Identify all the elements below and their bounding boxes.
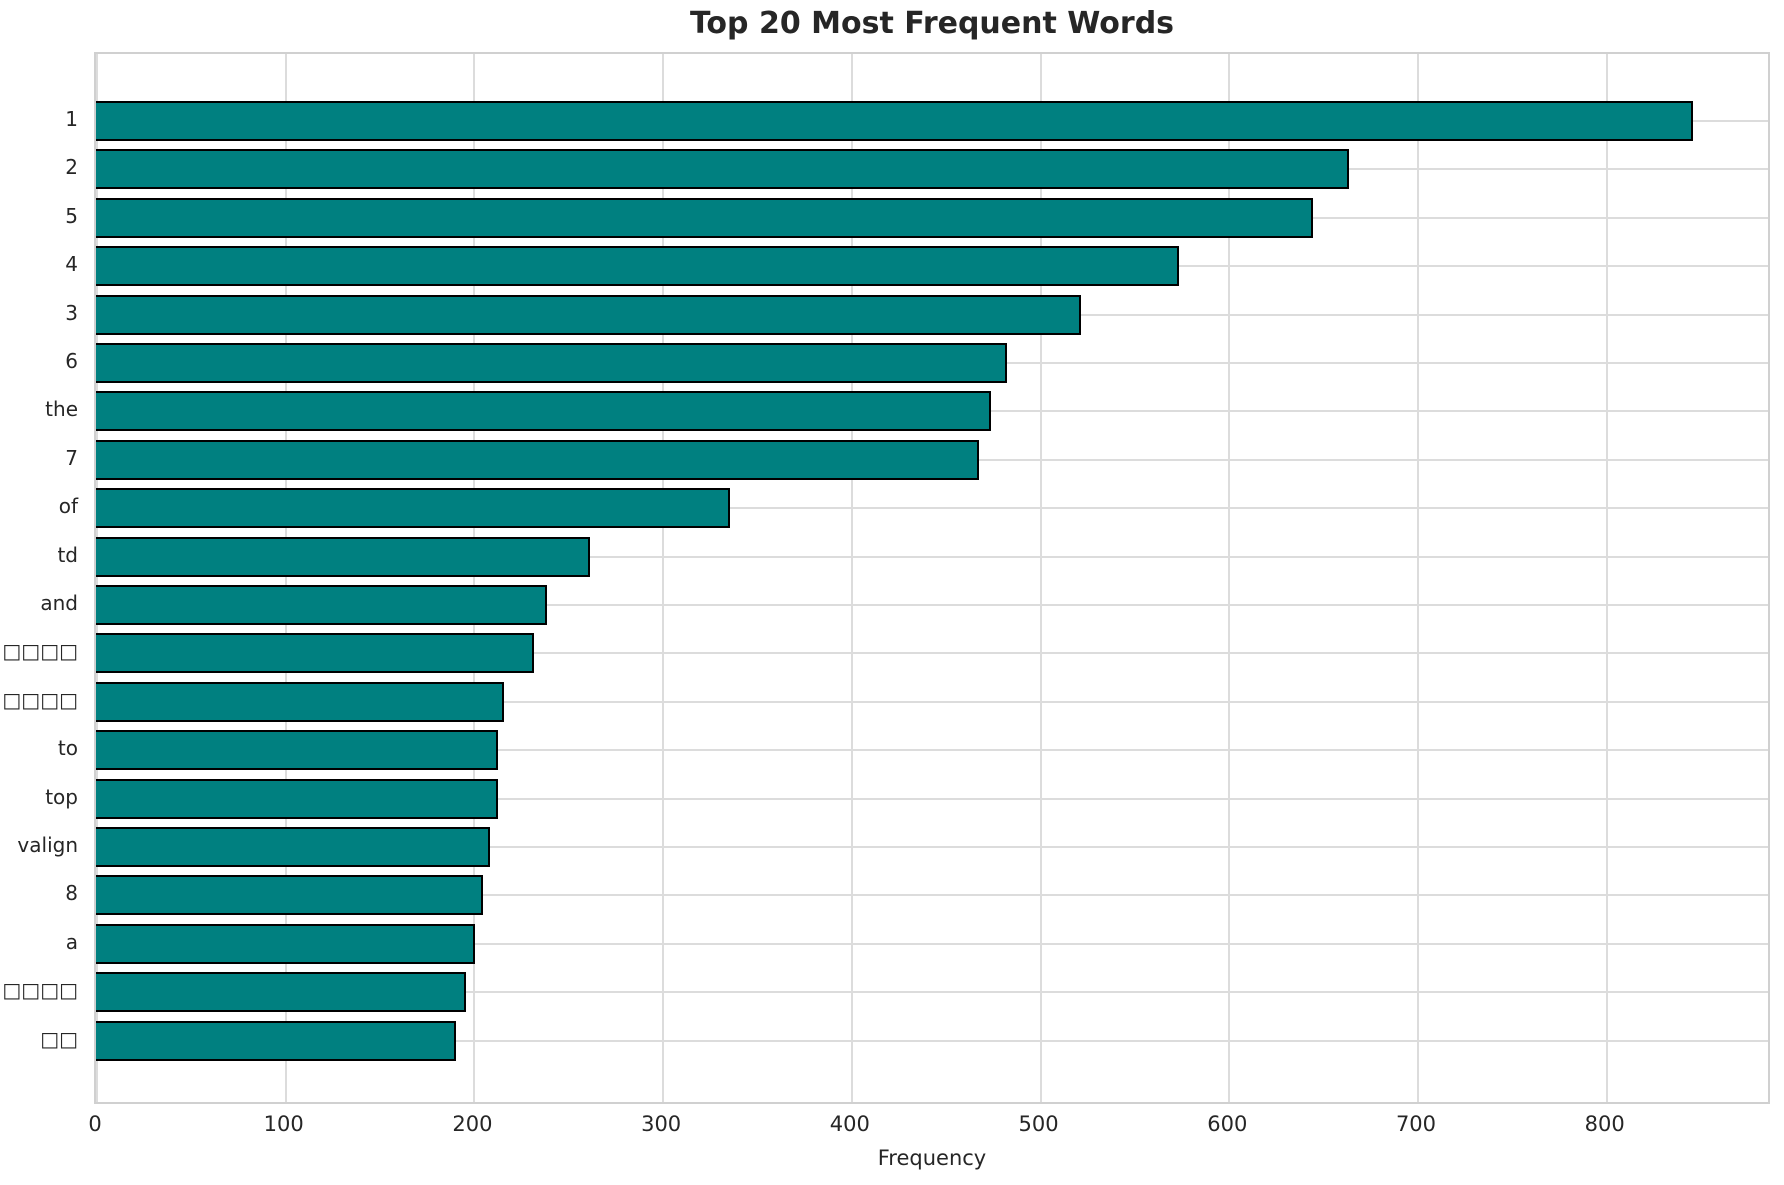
ytick-label-8: of <box>58 494 78 519</box>
y-gridline <box>96 846 1768 848</box>
x-gridline-800 <box>1605 54 1608 1102</box>
bar-17 <box>96 923 476 964</box>
ytick-label-5: 6 <box>65 349 78 373</box>
xtick-label-200: 200 <box>452 1112 493 1136</box>
ytick-label-13: to <box>57 736 78 761</box>
ytick-label-19: □□ <box>40 1026 78 1051</box>
xtick-label-800: 800 <box>1584 1112 1625 1136</box>
y-gridline <box>96 1039 1768 1042</box>
ytick-label-6: the <box>45 397 78 422</box>
x-gridline-600 <box>1228 54 1231 1102</box>
bar-13 <box>96 730 498 771</box>
chart-title: Top 20 Most Frequent Words <box>689 6 1175 41</box>
x-gridline-0 <box>96 54 98 1102</box>
bar-5 <box>96 343 1008 383</box>
xtick-label-0: 0 <box>88 1112 102 1136</box>
bar-0 <box>96 101 1693 141</box>
ytick-label-9: td <box>57 542 78 567</box>
y-gridline <box>96 991 1768 994</box>
ytick-label-12: □□□□ <box>2 687 78 712</box>
y-gridline <box>96 749 1768 752</box>
x-gridline-700 <box>1416 54 1419 1102</box>
bar-15 <box>96 827 491 867</box>
y-gridline <box>96 652 1768 655</box>
bar-3 <box>96 246 1180 287</box>
bar-9 <box>96 536 591 577</box>
plot-area <box>94 52 1770 1104</box>
bar-12 <box>96 681 504 722</box>
ytick-label-7: 7 <box>65 445 78 470</box>
xtick-label-100: 100 <box>263 1112 304 1136</box>
x-gridline-400 <box>850 54 853 1102</box>
bar-2 <box>96 197 1314 238</box>
ytick-label-18: □□□□ <box>2 978 78 1003</box>
y-gridline <box>96 700 1768 703</box>
y-gridline <box>96 555 1768 558</box>
x-gridline-100 <box>284 54 287 1102</box>
x-axis-title: Frequency <box>877 1146 987 1170</box>
bar-19 <box>96 1020 457 1061</box>
bar-6 <box>96 391 991 432</box>
ytick-label-16: 8 <box>65 881 78 906</box>
bar-7 <box>96 439 980 480</box>
bar-1 <box>96 149 1350 190</box>
x-gridline-200 <box>473 54 476 1102</box>
y-gridline <box>96 604 1768 606</box>
y-gridline <box>96 942 1768 945</box>
xtick-label-700: 700 <box>1395 1112 1437 1136</box>
bar-10 <box>96 585 548 625</box>
bar-16 <box>96 875 483 916</box>
bar-4 <box>96 294 1082 335</box>
xtick-label-300: 300 <box>641 1112 682 1136</box>
ytick-label-15: valign <box>17 833 78 857</box>
y-gridline <box>96 797 1768 800</box>
ytick-label-2: 5 <box>65 203 78 228</box>
x-gridline-500 <box>1039 54 1042 1102</box>
ytick-label-17: a <box>65 929 78 954</box>
xtick-label-500: 500 <box>1018 1112 1059 1136</box>
ytick-label-3: 4 <box>65 252 78 277</box>
ytick-label-14: top <box>45 784 78 809</box>
xtick-label-600: 600 <box>1207 1112 1248 1136</box>
ytick-label-0: 1 <box>65 107 78 131</box>
ytick-label-1: 2 <box>65 155 78 180</box>
bar-8 <box>96 488 731 529</box>
xtick-label-400: 400 <box>829 1112 870 1136</box>
y-gridline <box>96 894 1768 897</box>
bar-18 <box>96 972 466 1013</box>
ytick-label-10: and <box>40 591 78 615</box>
x-gridline-300 <box>662 54 665 1102</box>
y-gridline <box>96 507 1768 510</box>
ytick-label-4: 3 <box>65 300 78 325</box>
bar-11 <box>96 633 534 674</box>
bar-14 <box>96 778 498 819</box>
ytick-label-11: □□□□ <box>2 639 78 664</box>
